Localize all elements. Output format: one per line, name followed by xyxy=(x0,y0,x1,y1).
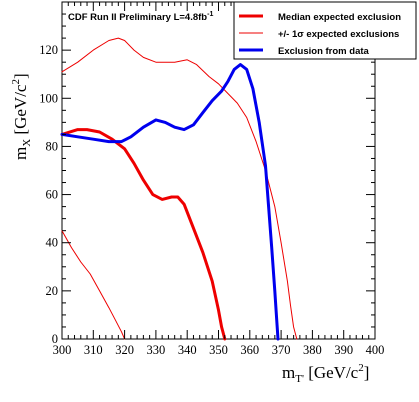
sigma-lower-curve xyxy=(61,230,126,340)
x-axis-title-symbol: m xyxy=(282,363,295,382)
y-tick-label: 20 xyxy=(46,284,59,298)
legend: Median expected exclusion +/- 1σ expecte… xyxy=(233,1,417,60)
x-tick-label: 300 xyxy=(53,343,72,357)
legend-box xyxy=(233,1,417,60)
y-tick-label: 40 xyxy=(46,236,59,250)
x-tick-label: 320 xyxy=(115,343,134,357)
run-label: CDF Run II Preliminary L=4.8fb-1 xyxy=(68,11,213,23)
legend-label-data: Exclusion from data xyxy=(278,46,370,57)
y-tick-label: 80 xyxy=(46,139,59,153)
y-axis-title-symbol: m xyxy=(11,147,30,160)
x-tick-labels: 300 310 320 330 340 350 360 370 380 390 400 xyxy=(53,343,385,357)
x-tick-label: 400 xyxy=(366,343,385,357)
median-expected-curve xyxy=(60,128,227,341)
run-label-text: CDF Run II Preliminary L=4.8fb xyxy=(68,12,207,23)
x-tick-label: 370 xyxy=(272,343,291,357)
x-tick-label: 310 xyxy=(84,343,103,357)
y-axis-title-unit: [GeV/c xyxy=(11,84,30,134)
y-tick-label: 0 xyxy=(52,332,58,346)
y-axis-title: mX [GeV/c2] xyxy=(10,73,33,160)
x-axis-title: mT' [GeV/c2] xyxy=(282,362,369,385)
y-axis-title-unit-sup: 2 xyxy=(10,79,22,85)
data-exclusion-curve xyxy=(60,63,280,341)
x-axis-title-unit: [GeV/c xyxy=(308,363,358,382)
y-tick-label: 120 xyxy=(39,43,58,57)
run-label-sup: -1 xyxy=(207,11,213,18)
y-axis-title-unit-end: ] xyxy=(11,73,30,79)
legend-label-sigma: +/- 1σ expected exclusions xyxy=(278,29,399,40)
x-axis-title-unit-end: ] xyxy=(364,363,370,382)
sigma-upper-curve xyxy=(61,37,298,340)
x-tick-label: 380 xyxy=(303,343,322,357)
x-tick-label: 350 xyxy=(209,343,228,357)
x-tick-label: 330 xyxy=(147,343,166,357)
x-axis-title-unit-sup: 2 xyxy=(358,362,364,374)
y-tick-label: 100 xyxy=(39,91,58,105)
x-tick-label: 340 xyxy=(178,343,197,357)
x-tick-label: 360 xyxy=(240,343,259,357)
y-tick-labels: 0 20 40 60 80 100 120 xyxy=(39,43,58,346)
legend-label-median: Median expected exclusion xyxy=(278,12,401,23)
y-axis-title-sub: X xyxy=(21,139,33,147)
x-tick-label: 390 xyxy=(334,343,353,357)
x-axis-title-sub: T' xyxy=(295,373,304,385)
series-group xyxy=(60,37,298,341)
y-tick-label: 60 xyxy=(46,188,59,202)
